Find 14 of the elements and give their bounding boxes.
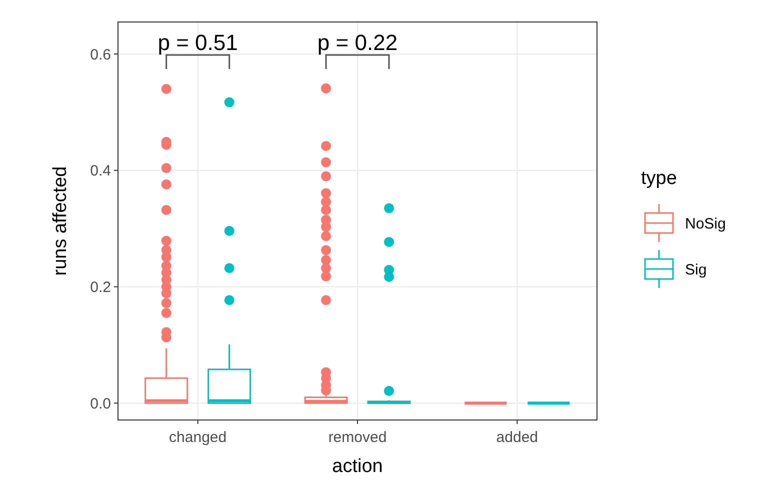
legend-label: Sig [685, 261, 707, 278]
legend-label: NoSig [685, 215, 726, 232]
y-axis-title: runs affected [50, 166, 71, 276]
y-tick-label: 0.6 [90, 46, 111, 64]
annotation: p = 0.22 [317, 30, 398, 55]
annotation: p = 0.51 [158, 30, 238, 55]
y-tick-label: 0.4 [90, 162, 111, 180]
x-tick-label: added [496, 429, 538, 446]
y-tick-label: 0.0 [90, 395, 111, 412]
legend-title: type [641, 168, 677, 189]
x-tick-label: removed [328, 429, 387, 446]
y-tick-label: 0.2 [90, 279, 111, 296]
x-axis-title: action [332, 456, 383, 477]
x-tick-label: changed [169, 429, 227, 446]
